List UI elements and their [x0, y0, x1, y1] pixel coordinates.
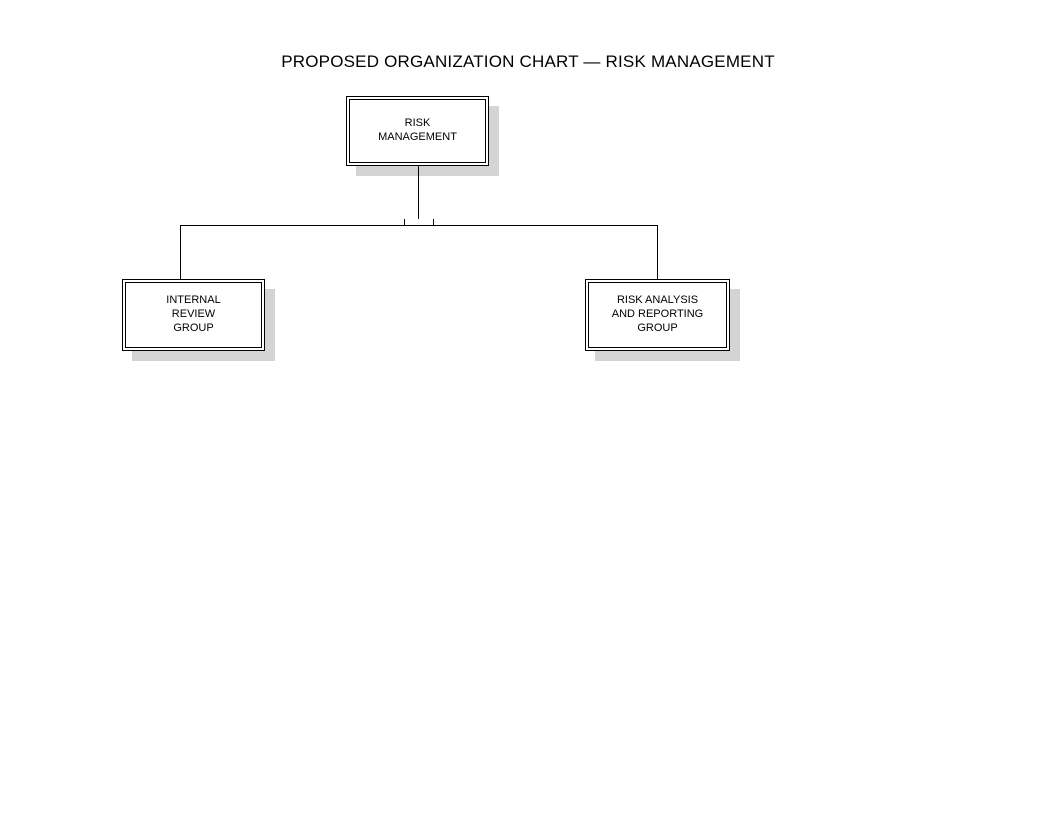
connector [180, 225, 181, 279]
connector [657, 225, 658, 279]
node-box-inner: RISKMANAGEMENT [349, 99, 486, 163]
connector [418, 166, 419, 219]
node-box: RISKMANAGEMENT [346, 96, 489, 166]
org-chart: RISKMANAGEMENT INTERNALREVIEWGROUP RISK … [0, 0, 1056, 816]
node-box-inner: RISK ANALYSISAND REPORTINGGROUP [588, 282, 727, 348]
node-box-inner: INTERNALREVIEWGROUP [125, 282, 262, 348]
node-box: RISK ANALYSISAND REPORTINGGROUP [585, 279, 730, 351]
node-label: INTERNALREVIEWGROUP [166, 294, 220, 335]
connector [404, 225, 434, 226]
node-label: RISKMANAGEMENT [378, 117, 457, 145]
node-box: INTERNALREVIEWGROUP [122, 279, 265, 351]
node-label: RISK ANALYSISAND REPORTINGGROUP [612, 294, 703, 335]
